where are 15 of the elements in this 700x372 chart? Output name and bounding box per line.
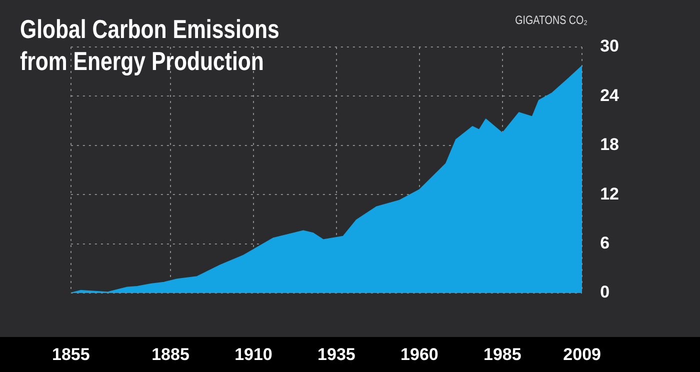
y-axis-title: GIGATONS CO₂ (515, 14, 588, 28)
chart-title: Global Carbon Emissions from Energy Production (20, 15, 280, 77)
x-tick-label: 1910 (234, 344, 272, 364)
x-tick-label: 1960 (400, 344, 438, 364)
x-tick-label: 1885 (152, 344, 190, 364)
y-tick-label: 12 (600, 184, 620, 204)
y-tick-label: 6 (600, 233, 610, 252)
x-tick-label: 1985 (484, 344, 522, 364)
x-tick-label: 1855 (52, 344, 90, 364)
y-tick-label: 18 (600, 135, 620, 154)
y-tick-label: 24 (600, 86, 620, 105)
y-tick-label: 0 (600, 282, 610, 302)
y-tick-label: 30 (600, 36, 620, 56)
x-tick-label: 1935 (318, 344, 356, 364)
x-tick-label: 2009 (563, 344, 602, 364)
